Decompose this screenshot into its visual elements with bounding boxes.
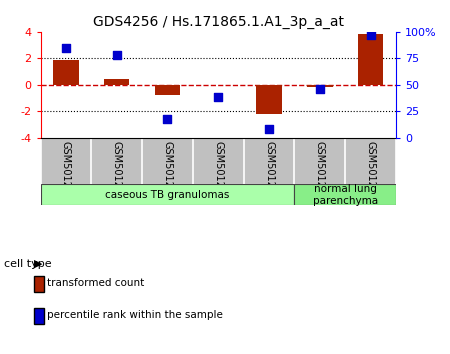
Point [62, 45, 69, 51]
Text: GSM501252: GSM501252 [213, 141, 223, 201]
Text: transformed count: transformed count [47, 278, 144, 288]
Text: caseous TB granulomas: caseous TB granulomas [105, 190, 230, 200]
Point [113, 52, 120, 58]
Text: GSM501249: GSM501249 [61, 141, 71, 200]
Bar [256, 85, 282, 114]
Bar [104, 79, 130, 85]
Point [164, 116, 171, 121]
Point [215, 95, 222, 100]
Point [367, 32, 374, 38]
Text: GSM501253: GSM501253 [264, 141, 274, 201]
Bar [40, 184, 294, 205]
Bar [155, 85, 180, 95]
Bar [358, 34, 383, 85]
Text: GSM501250: GSM501250 [112, 141, 122, 201]
Point [316, 86, 324, 92]
Text: percentile rank within the sample: percentile rank within the sample [47, 310, 223, 320]
Bar [294, 184, 396, 205]
Bar [307, 85, 333, 87]
Text: ▶: ▶ [34, 259, 42, 269]
Text: GSM501255: GSM501255 [365, 141, 376, 201]
Text: GSM501254: GSM501254 [315, 141, 325, 201]
Text: normal lung
parenchyma: normal lung parenchyma [313, 184, 378, 206]
Title: GDS4256 / Hs.171865.1.A1_3p_a_at: GDS4256 / Hs.171865.1.A1_3p_a_at [93, 16, 344, 29]
Bar [53, 60, 79, 85]
Point [266, 126, 273, 132]
Text: cell type: cell type [4, 259, 52, 269]
Text: GSM501251: GSM501251 [162, 141, 172, 201]
